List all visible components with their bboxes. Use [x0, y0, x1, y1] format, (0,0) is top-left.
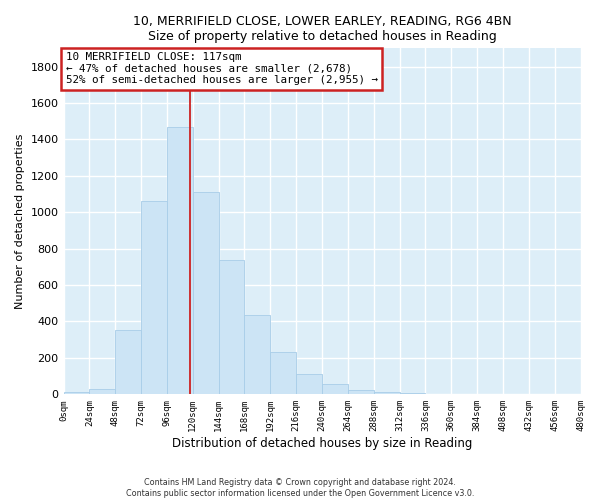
- Bar: [374, 392, 400, 394]
- Bar: [193, 192, 218, 394]
- Text: 10 MERRIFIELD CLOSE: 117sqm
← 47% of detached houses are smaller (2,678)
52% of : 10 MERRIFIELD CLOSE: 117sqm ← 47% of det…: [65, 52, 377, 85]
- X-axis label: Distribution of detached houses by size in Reading: Distribution of detached houses by size …: [172, 437, 472, 450]
- Bar: [296, 374, 322, 394]
- Bar: [64, 392, 89, 394]
- Y-axis label: Number of detached properties: Number of detached properties: [15, 134, 25, 309]
- Bar: [218, 260, 244, 394]
- Bar: [348, 390, 374, 394]
- Title: 10, MERRIFIELD CLOSE, LOWER EARLEY, READING, RG6 4BN
Size of property relative t: 10, MERRIFIELD CLOSE, LOWER EARLEY, READ…: [133, 15, 511, 43]
- Bar: [141, 202, 167, 394]
- Bar: [89, 389, 115, 394]
- Bar: [322, 384, 348, 394]
- Bar: [167, 126, 193, 394]
- Bar: [115, 330, 141, 394]
- Bar: [244, 315, 271, 394]
- Text: Contains HM Land Registry data © Crown copyright and database right 2024.
Contai: Contains HM Land Registry data © Crown c…: [126, 478, 474, 498]
- Bar: [271, 352, 296, 395]
